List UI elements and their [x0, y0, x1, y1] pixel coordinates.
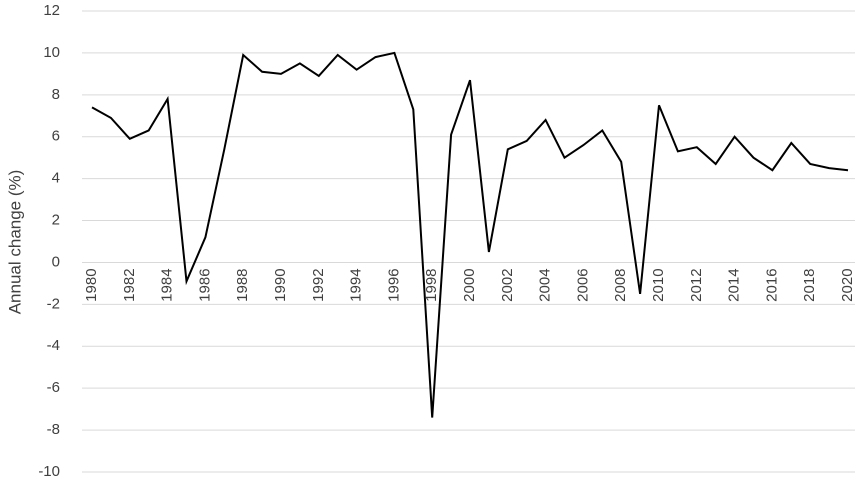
x-tick-label: 1980	[83, 268, 100, 301]
x-tick-label: 1990	[272, 268, 289, 301]
y-axis-title: Annual change (%)	[5, 170, 24, 315]
x-tick-label: 1984	[159, 268, 176, 301]
y-tick-label: -2	[47, 295, 60, 312]
x-tick-label: 1998	[423, 268, 440, 301]
y-tick-label: 6	[52, 128, 60, 145]
x-tick-label: 2004	[537, 268, 554, 301]
y-tick-label: 2	[52, 212, 60, 229]
x-tick-label: 1982	[121, 268, 138, 301]
x-tick-label: 2014	[726, 268, 743, 301]
y-tick-label: -10	[38, 463, 60, 480]
y-tick-label: 0	[52, 253, 60, 270]
x-tick-label: 2018	[801, 268, 818, 301]
x-tick-label: 1996	[385, 268, 402, 301]
y-tick-label: 12	[43, 2, 60, 19]
x-tick-label: 2020	[839, 268, 856, 301]
line	[91, 51, 849, 418]
y-tick-label: -6	[47, 379, 60, 396]
y-tick-label: 8	[52, 86, 60, 103]
x-tick-label: 1988	[234, 268, 251, 301]
x-tick-label: 1986	[196, 268, 213, 301]
y-tick-label: 10	[43, 44, 60, 61]
x-tick-label: 2000	[461, 268, 478, 301]
x-tick-label: 1994	[348, 268, 365, 301]
y-tick-label: 4	[52, 170, 60, 187]
y-tick-label: -4	[47, 337, 60, 354]
x-tick-label: 2010	[650, 268, 667, 301]
x-tick-label: 2008	[612, 268, 629, 301]
x-tick-label: 2016	[763, 268, 780, 301]
x-tick-label: 1992	[310, 268, 327, 301]
x-tick-label: 2002	[499, 268, 516, 301]
x-tick-label: 2006	[574, 268, 591, 301]
x-tick-label: 2012	[688, 268, 705, 301]
y-tick-label: -8	[47, 421, 60, 438]
